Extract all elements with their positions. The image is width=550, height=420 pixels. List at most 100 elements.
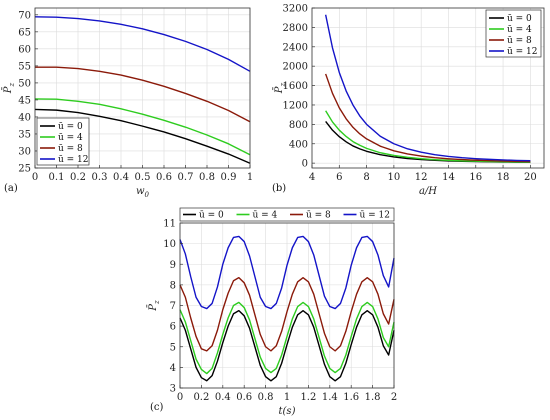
x-tick-label: 0.8 (258, 392, 274, 403)
y-tick-label: 4 (170, 363, 176, 374)
x-tick-label: 16 (469, 172, 482, 183)
y-tick-label: 50 (18, 78, 31, 89)
x-tick-label: 0.2 (70, 172, 86, 183)
x-tick-label: 1.4 (322, 392, 338, 403)
legend-entry-2: ū = 8 (58, 144, 83, 154)
series-line-1 (325, 110, 531, 163)
x-axis-label: t(s) (279, 406, 296, 417)
y-tick-label: 9 (170, 260, 176, 271)
legend-entry-3: ū = 12 (58, 155, 89, 165)
x-tick-label: 6 (336, 172, 342, 183)
x-tick-label: 12 (415, 172, 428, 183)
y-tick-label: 55 (18, 61, 31, 72)
y-axis-label: P̄z (2, 82, 16, 94)
series-line-3 (179, 235, 395, 310)
x-tick-label: 8 (363, 172, 369, 183)
chart-panel-b: 4 6 8 10 12 14 16 18 20 0 400 800 1200 1600 2000 2400 28… (272, 4, 545, 197)
x-axis-label: w0 (136, 186, 150, 199)
y-tick-label: 3200 (283, 4, 308, 15)
legend-entry-1: ū = 4 (253, 211, 278, 221)
legend: ū = 0ū = 4ū = 8ū = 12 (36, 117, 90, 166)
y-tick-label: 35 (18, 129, 31, 140)
y-tick-label: 2000 (283, 62, 308, 73)
x-tick-label: 0.3 (92, 172, 108, 183)
x-tick-label: 1.8 (365, 392, 381, 403)
y-tick-label: 40 (18, 112, 31, 123)
x-tick-label: 10 (388, 172, 401, 183)
x-tick-label: 0.6 (236, 392, 252, 403)
y-axis-label: P̄z (147, 300, 161, 312)
x-tick-label: 14 (442, 172, 455, 183)
series-line-1 (179, 301, 395, 375)
legend-entry-1: ū = 4 (58, 133, 83, 143)
legend-entry-3: ū = 12 (507, 47, 538, 57)
x-tick-label: 0.1 (49, 172, 65, 183)
x-tick-label: 0.5 (135, 172, 151, 183)
legend-entry-1: ū = 4 (507, 25, 532, 35)
y-tick-label: 8 (170, 280, 176, 291)
plot-frame (311, 7, 545, 169)
x-tick-label: 18 (497, 172, 510, 183)
legend-entry-0: ū = 0 (58, 122, 83, 132)
y-tick-label: 30 (18, 146, 31, 157)
legend-entry-3: ū = 12 (360, 211, 391, 221)
x-tick-label: 0.7 (178, 172, 194, 183)
x-tick-label: 1.2 (300, 392, 316, 403)
y-tick-label: 65 (18, 27, 31, 38)
panel-label: (b) (272, 183, 286, 194)
y-tick-label: 1600 (283, 81, 308, 92)
x-tick-label: 1 (247, 172, 253, 183)
x-tick-label: 1 (284, 392, 290, 403)
y-tick-label: 70 (18, 10, 31, 21)
x-tick-label: 2 (391, 392, 397, 403)
x-tick-label: 0.6 (156, 172, 172, 183)
y-axis-label: P̄z (273, 82, 287, 94)
series-line-3 (34, 16, 251, 72)
x-tick-label: 0.4 (113, 172, 129, 183)
chart-panel-c: 0 0.2 0.4 0.6 0.8 1 1.2 1.4 1.6 1.8 2 3 4 5 6 7 8 9 10 11 t(… (147, 207, 397, 417)
y-tick-label: 10 (163, 239, 176, 250)
y-tick-label: 2800 (283, 23, 308, 34)
y-tick-label: 800 (289, 120, 308, 131)
series-line-3 (324, 14, 531, 162)
y-tick-label: 5 (170, 342, 176, 353)
x-axis-label: a/H (419, 186, 437, 197)
series-line-2 (35, 66, 251, 123)
y-tick-label: 3 (170, 384, 176, 395)
y-tick-label: 400 (289, 139, 308, 150)
panel-label: (a) (4, 183, 18, 194)
legend-entry-0: ū = 0 (199, 211, 224, 221)
series-line-1 (34, 98, 251, 156)
legend-entry-2: ū = 8 (306, 211, 331, 221)
chart-panel-a: 0 0.1 0.2 0.3 0.4 0.5 0.6 0.7 0.8 0.9 1 25 30 35 40 45 5… (2, 7, 253, 199)
y-tick-label: 2400 (283, 42, 308, 53)
x-tick-label: 4 (309, 172, 315, 183)
y-tick-label: 6 (170, 322, 176, 333)
x-tick-label: 0 (177, 392, 183, 403)
legend: ū = 0 ū = 4 ū = 8 ū = 12 (179, 207, 395, 222)
legend-box (179, 207, 395, 222)
x-tick-label: 20 (524, 172, 537, 183)
legend: ū = 0ū = 4ū = 8ū = 12 (485, 9, 542, 58)
series-line-2 (179, 276, 395, 352)
y-tick-label: 7 (170, 301, 176, 312)
x-tick-label: 0 (32, 172, 38, 183)
y-tick-label: 45 (18, 95, 31, 106)
x-tick-label: 0.8 (199, 172, 215, 183)
y-tick-label: 11 (163, 219, 176, 230)
panel-label: (c) (150, 402, 164, 413)
series-line-2 (324, 73, 531, 163)
y-tick-label: 0 (302, 159, 308, 170)
x-tick-label: 0.4 (215, 392, 231, 403)
legend-entry-2: ū = 8 (507, 36, 532, 46)
y-tick-label: 25 (18, 164, 31, 175)
y-tick-label: 1200 (283, 100, 308, 111)
x-tick-label: 0.9 (221, 172, 237, 183)
series-line-0 (34, 108, 251, 164)
x-tick-label: 0.2 (193, 392, 209, 403)
series-line-0 (179, 309, 395, 382)
legend-entry-0: ū = 0 (507, 14, 532, 24)
y-tick-label: 60 (18, 44, 31, 55)
